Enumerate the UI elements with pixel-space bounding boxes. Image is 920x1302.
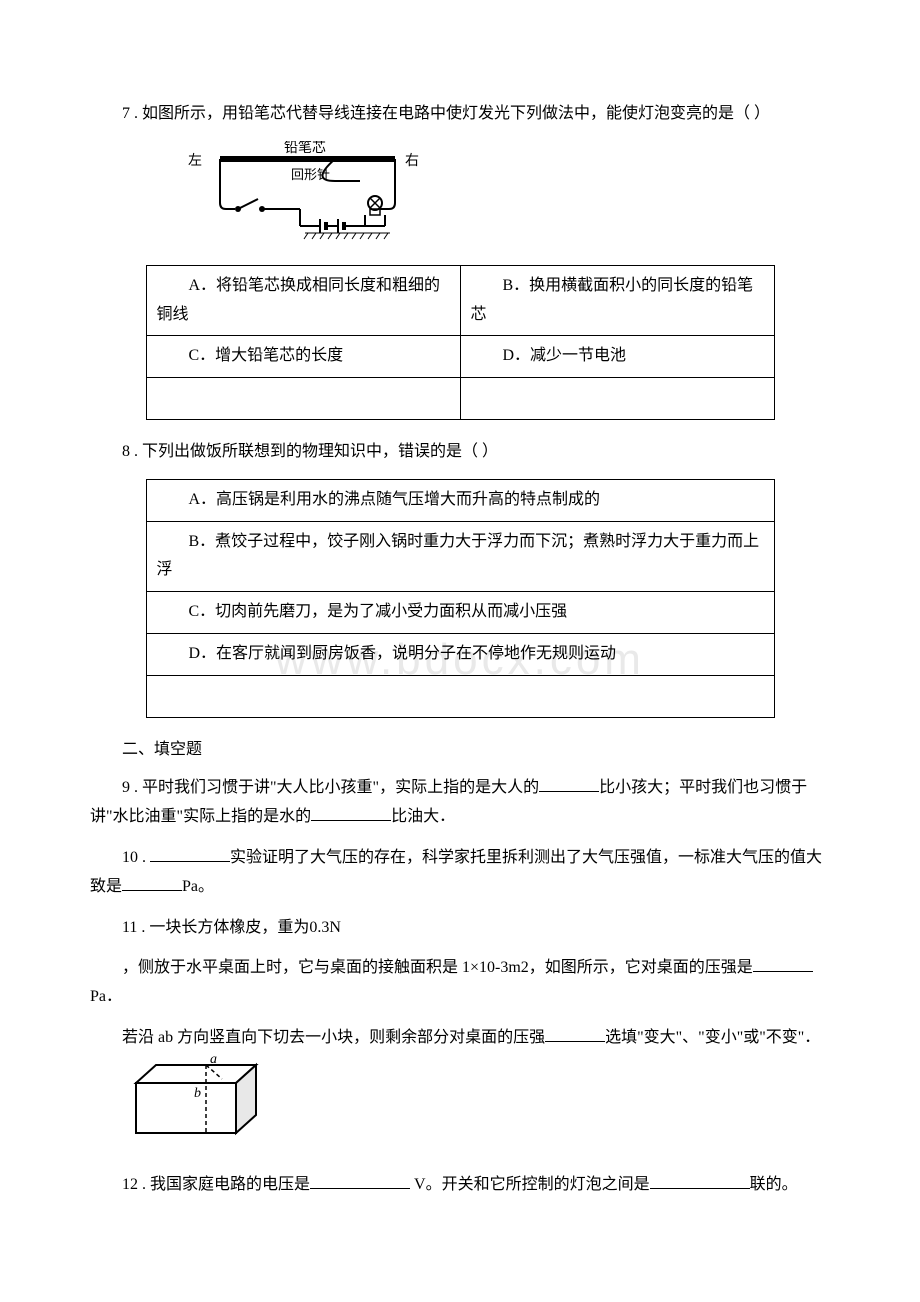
q7-options-table: A．将铅笔芯换成相同长度和粗细的铜线 B．换用横截面积小的同长度的铅笔芯 C．增… xyxy=(146,265,775,420)
q7-circuit-svg: 铅笔芯 左 右 回形针 xyxy=(180,141,430,251)
q9-text: 9 . 平时我们习惯于讲"大人比小孩重"，实际上指的是大人的比小孩大；平时我们也… xyxy=(90,774,830,832)
q8-options-table: A．高压锅是利用水的沸点随气压增大而升高的特点制成的 B．煮饺子过程中，饺子刚入… xyxy=(146,479,775,718)
q7-option-b: B．换用横截面积小的同长度的铅笔芯 xyxy=(460,265,774,336)
q7-figure: 铅笔芯 左 右 回形针 xyxy=(180,141,830,251)
q11-unit: Pa． xyxy=(90,988,122,1005)
q8-option-d: D．在客厅就闻到厨房饭香，说明分子在不停地作无规则运动 xyxy=(146,633,774,675)
q11-val: 0.3N xyxy=(309,919,341,936)
q11-line1-pre: 11 . 一块长方体橡皮，重为 xyxy=(122,919,309,936)
q12-pre1: 12 . 我国家庭电路的电压是 xyxy=(122,1176,310,1193)
q8-option-a: A．高压锅是利用水的沸点随气压增大而升高的特点制成的 xyxy=(146,479,774,521)
q11-blank2 xyxy=(545,1026,605,1042)
q8-text: 8 . 下列出做饭所联想到的物理知识中，错误的是（ ） xyxy=(90,438,830,467)
section2-heading: 二、填空题 xyxy=(90,736,830,765)
q10-text: 10 . 实验证明了大气压的存在，科学家托里拆利测出了大气压强值，一标准大气压的… xyxy=(90,844,830,902)
q7-option-c: C．增大铅笔芯的长度 xyxy=(146,336,460,378)
q7-option-a: A．将铅笔芯换成相同长度和粗细的铜线 xyxy=(146,265,460,336)
q9-post: 比油大． xyxy=(391,808,455,825)
q10-pre1: 10 . xyxy=(122,849,150,866)
q12-blank1 xyxy=(310,1173,410,1189)
q11-line3: 若沿 ab 方向竖直向下切去一小块，则剩余部分对桌面的压强 选填"变大"、"变小"… xyxy=(90,1024,830,1159)
q11-line2: ，侧放于水平桌面上时，它与桌面的接触面积是 1×10-3m2，如图所示，它对桌面… xyxy=(90,954,830,1012)
q10-post: Pa。 xyxy=(182,878,214,895)
q11-figure: a b xyxy=(94,1053,276,1159)
q11-line2-text: ，侧放于水平桌面上时，它与桌面的接触面积是 1×10-3m2，如图所示，它对桌面… xyxy=(122,959,753,976)
q11-line1: 11 . 一块长方体橡皮，重为0.3N xyxy=(90,914,830,943)
q9-blank1 xyxy=(539,776,599,792)
q10-blank1 xyxy=(150,846,230,862)
q11-line3-pre: 若沿 ab 方向竖直向下切去一小块，则剩余部分对桌面的压强 xyxy=(122,1029,545,1046)
q7-label-lead: 铅笔芯 xyxy=(284,141,326,156)
q11-blank1 xyxy=(753,956,813,972)
q7-label-right: 右 xyxy=(405,153,419,169)
q7-label-left: 左 xyxy=(188,153,202,169)
q12-text: 12 . 我国家庭电路的电压是 V。开关和它所控制的灯泡之间是 联的。 xyxy=(90,1171,830,1200)
q8-option-c: C．切肉前先磨刀，是为了减小受力面积从而减小压强 xyxy=(146,592,774,634)
q11-line3-post: 选填"变大"、"变小"或"不变"． xyxy=(605,1029,820,1046)
q11-cuboid-svg: a b xyxy=(126,1053,276,1148)
q11-label-a: a xyxy=(210,1053,217,1067)
q12-post: 联的。 xyxy=(750,1176,798,1193)
q9-blank2 xyxy=(311,805,391,821)
q7-text: 7 . 如图所示，用铅笔芯代替导线连接在电路中使灯发光下列做法中，能使灯泡变亮的… xyxy=(90,100,830,129)
q8-option-b: B．煮饺子过程中，饺子刚入锅时重力大于浮力而下沉；煮熟时浮力大于重力而上浮 xyxy=(146,521,774,592)
q7-label-clip: 回形针 xyxy=(291,167,330,182)
q7-option-d: D．减少一节电池 xyxy=(460,336,774,378)
q12-mid: V。开关和它所控制的灯泡之间是 xyxy=(410,1176,650,1193)
q11-label-b: b xyxy=(194,1086,201,1101)
q10-blank2 xyxy=(122,875,182,891)
q9-pre1: 9 . 平时我们习惯于讲"大人比小孩重"，实际上指的是大人的 xyxy=(122,779,539,796)
page-content: 7 . 如图所示，用铅笔芯代替导线连接在电路中使灯发光下列做法中，能使灯泡变亮的… xyxy=(90,100,830,1199)
q12-blank2 xyxy=(650,1173,750,1189)
